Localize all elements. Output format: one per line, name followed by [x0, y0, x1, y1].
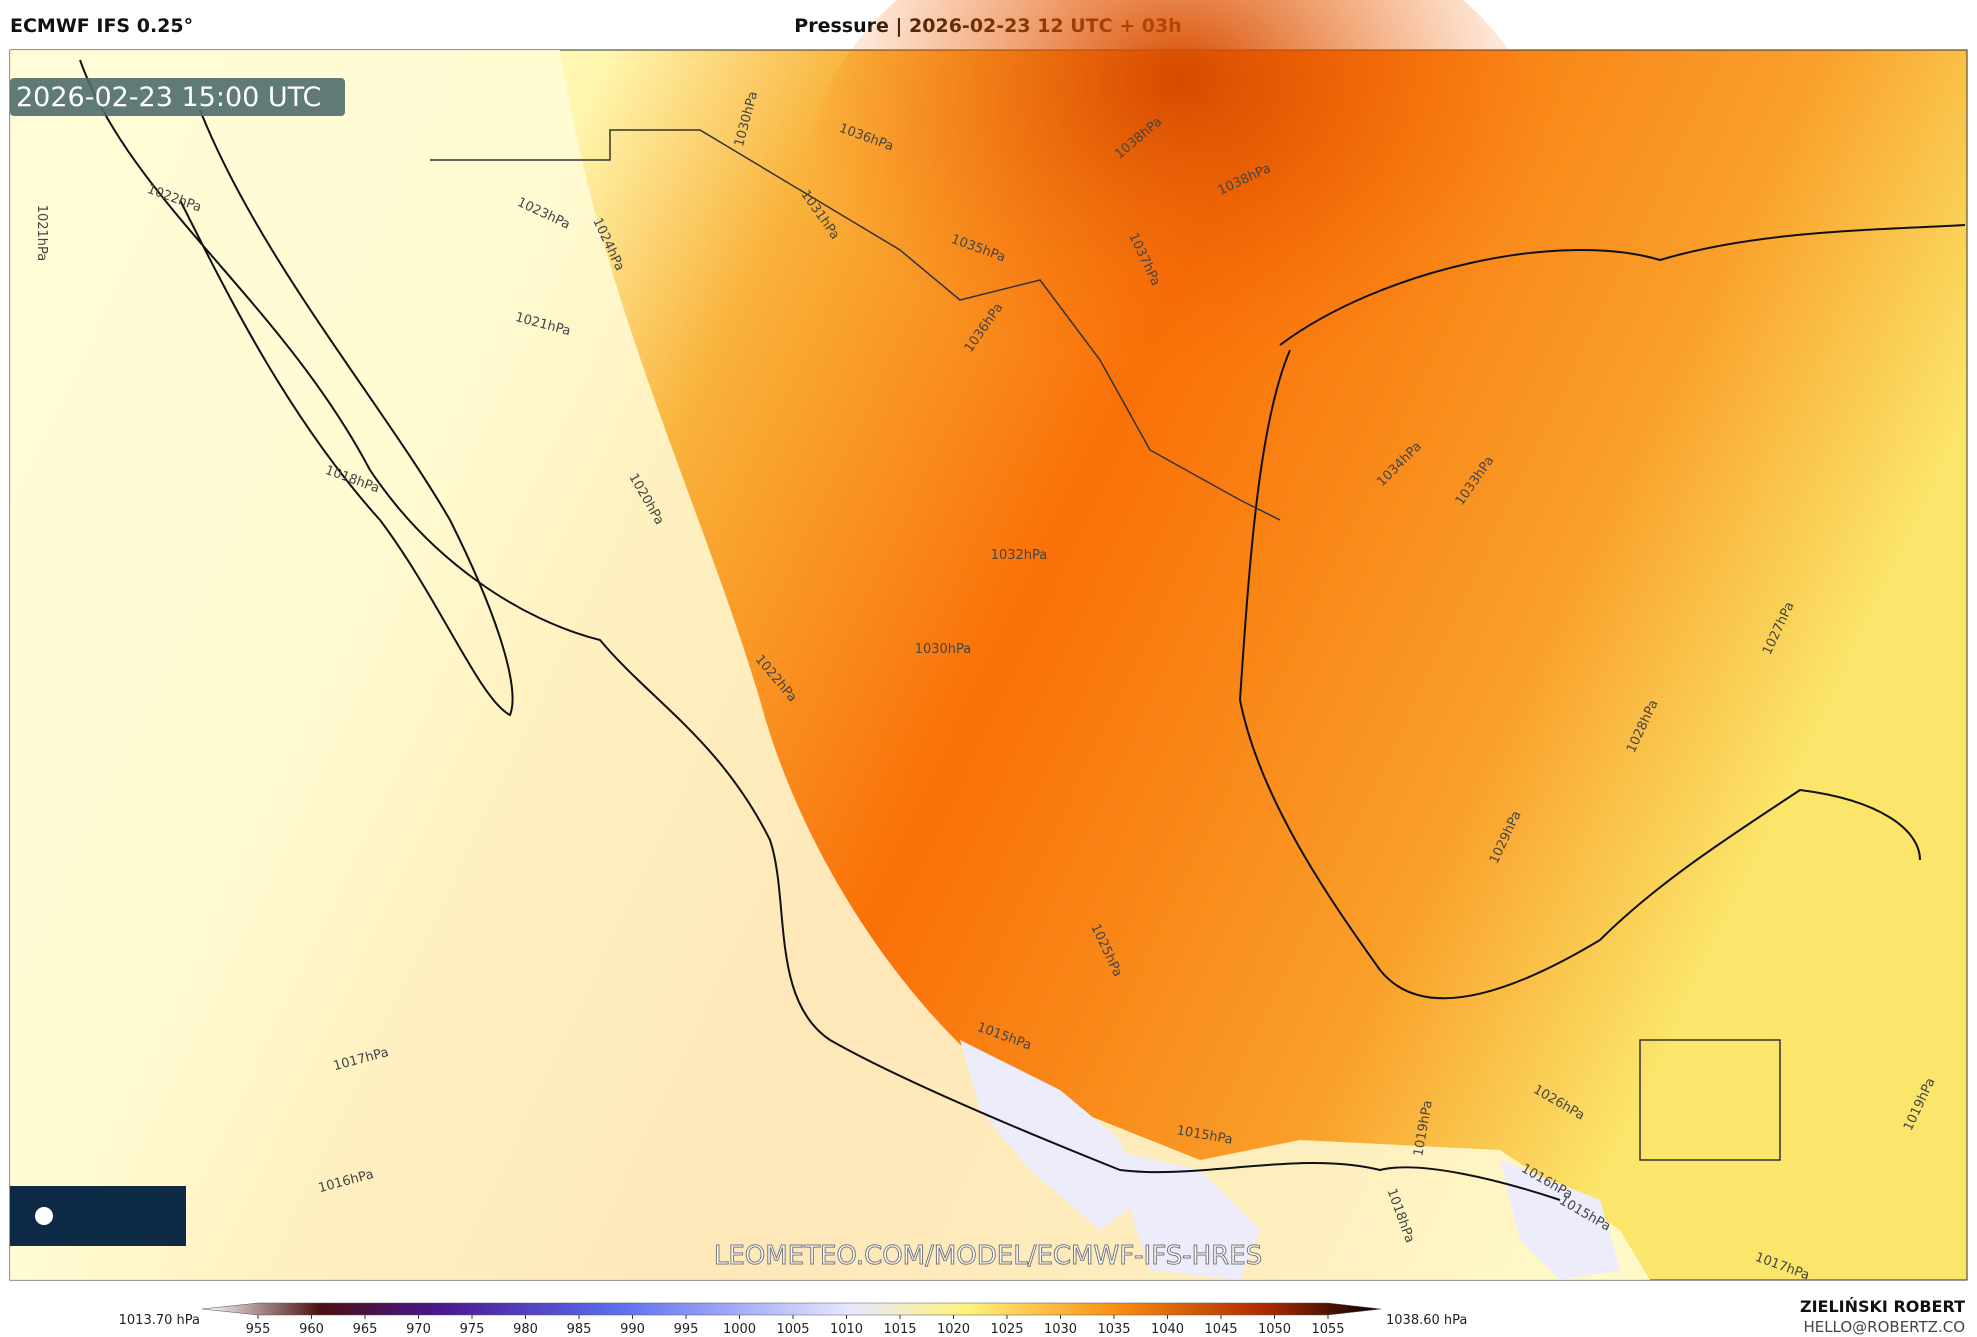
colorbar-tick-label: 1000: [723, 1322, 756, 1337]
watermark: LEOMETEO.COM/MODEL/ECMWF-IFS-HRES: [714, 1241, 1262, 1271]
colorbar-tick-label: 995: [674, 1322, 699, 1337]
colorbar-tick-label: 1045: [1204, 1322, 1237, 1337]
colorbar-min: 1013.70 hPa: [119, 1313, 200, 1328]
colorbar-tick-label: 1050: [1258, 1322, 1291, 1337]
logo-sun: [35, 1207, 53, 1225]
colorbar-tick-label: 1030: [1044, 1322, 1077, 1337]
colorbar-tick-label: 970: [406, 1322, 431, 1337]
colorbar-tick-label: 985: [567, 1322, 592, 1337]
pacific: [10, 50, 1650, 1280]
colorbar-ticks: 955 960 965 970 975 980 985 990 995 1000 1005 1010 1…: [246, 1315, 1345, 1337]
colorbar-tick-label: 975: [460, 1322, 485, 1337]
colorbar-tick-label: 1005: [776, 1322, 809, 1337]
contour-label: 1030hPa: [915, 642, 972, 657]
colorbar-tick-label: 980: [513, 1322, 538, 1337]
timestamp-box: [10, 78, 345, 116]
colorbar-tick-label: 965: [353, 1322, 378, 1337]
email: HELLO@ROBERTZ.CO: [1803, 1318, 1965, 1336]
timestamp: 2026-02-23 15:00 UTC: [16, 82, 321, 113]
colorbar-tick-label: 955: [246, 1322, 271, 1337]
colorbar-tick-label: 990: [620, 1322, 645, 1337]
model-name: ECMWF IFS 0.25°: [10, 15, 193, 37]
colorbar-tick-label: 1020: [937, 1322, 970, 1337]
colorbar-tick-label: 1055: [1311, 1322, 1344, 1337]
colorbar-tick-label: 1025: [990, 1322, 1023, 1337]
borders: [430, 129, 1781, 1161]
colorbar-tick-label: 1010: [830, 1322, 863, 1337]
author: ZIELIŃSKI ROBERT: [1800, 1297, 1965, 1316]
high-core: [800, 0, 1560, 500]
colorbar-tick-label: 1040: [1151, 1322, 1184, 1337]
colorbar-tick-label: 1035: [1097, 1322, 1130, 1337]
coastline: [79, 59, 1966, 1201]
contour-label: 1032hPa: [991, 548, 1048, 563]
colorbar: [201, 1302, 1382, 1316]
low-pressure-area: [960, 1040, 1620, 1280]
colorbar-tick-label: 960: [299, 1322, 324, 1337]
colorbar-max: 1038.60 hPa: [1386, 1313, 1467, 1328]
colorbar-tick-label: 1015: [883, 1322, 916, 1337]
contour-label: 1021hPa: [34, 205, 49, 262]
